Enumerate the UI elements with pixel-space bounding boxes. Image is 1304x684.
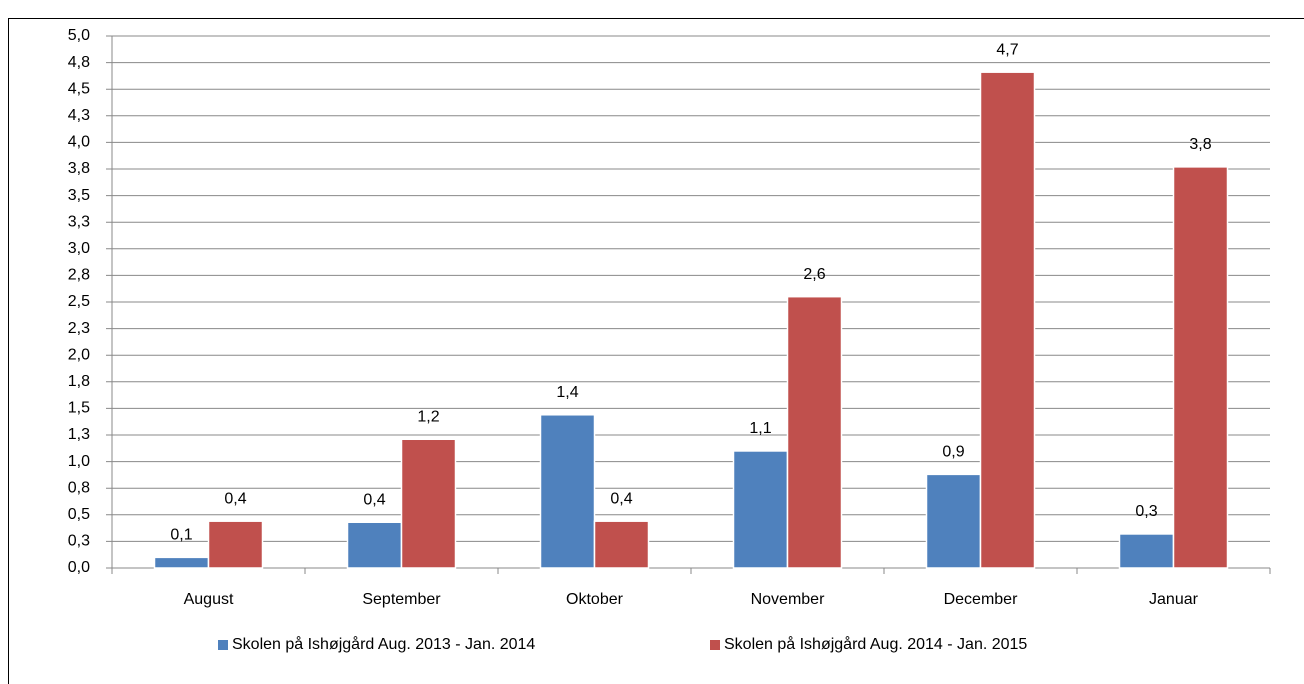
bar: [153, 556, 210, 569]
value-label: 3,8: [1189, 136, 1211, 153]
y-tick-label: 4,5: [68, 80, 90, 97]
value-label: 4,7: [996, 41, 1018, 58]
y-tick-label: 2,5: [68, 293, 90, 310]
value-label: 0,4: [610, 490, 632, 507]
y-tick-label: 1,3: [68, 426, 90, 443]
bar: [207, 520, 264, 569]
legend-swatch: [218, 640, 228, 650]
x-tick-label: August: [184, 591, 234, 608]
x-tick-label: November: [751, 591, 825, 608]
y-tick-label: 2,3: [68, 320, 90, 337]
value-label: 0,4: [224, 490, 246, 507]
y-tick-label: 5,0: [68, 27, 90, 44]
y-tick-label: 2,0: [68, 346, 90, 363]
y-tick-label: 2,8: [68, 267, 90, 284]
y-tick-label: 4,0: [68, 134, 90, 151]
y-tick-label: 0,5: [68, 506, 90, 523]
x-tick-label: September: [362, 591, 441, 608]
legend-label: Skolen på Ishøjgård Aug. 2013 - Jan. 201…: [232, 635, 535, 653]
y-tick-label: 3,8: [68, 160, 90, 177]
y-tick-label: 0,0: [68, 559, 90, 576]
value-label: 1,2: [417, 408, 439, 425]
y-tick-label: 1,0: [68, 453, 90, 470]
bar: [979, 71, 1036, 569]
value-label: 1,1: [749, 420, 771, 437]
bar: [786, 295, 843, 569]
value-label: 1,4: [556, 384, 578, 401]
value-label: 0,9: [942, 444, 964, 461]
bar: [732, 450, 789, 569]
bar: [1118, 533, 1175, 569]
bar: [593, 520, 650, 569]
y-tick-label: 1,8: [68, 373, 90, 390]
y-tick-label: 3,3: [68, 213, 90, 230]
y-tick-label: 4,8: [68, 54, 90, 71]
x-tick-label: Oktober: [566, 591, 624, 608]
y-tick-label: 0,3: [68, 533, 90, 550]
y-tick-label: 4,3: [68, 107, 90, 124]
value-label: 0,4: [363, 491, 385, 508]
x-tick-label: Januar: [1149, 591, 1199, 608]
y-tick-label: 3,5: [68, 187, 90, 204]
y-tick-label: 3,0: [68, 240, 90, 257]
value-label: 0,3: [1135, 503, 1157, 520]
legend-swatch: [710, 640, 720, 650]
bar: [539, 414, 596, 569]
value-label: 2,6: [803, 266, 825, 283]
value-label: 0,1: [170, 527, 192, 544]
bar: [925, 473, 982, 569]
bar: [346, 521, 403, 569]
bar: [400, 438, 457, 569]
chart-border: [8, 18, 1304, 684]
y-tick-label: 1,5: [68, 400, 90, 417]
y-tick-label: 0,8: [68, 479, 90, 496]
x-tick-label: December: [944, 591, 1018, 608]
legend-label: Skolen på Ishøjgård Aug. 2014 - Jan. 201…: [724, 635, 1027, 653]
bar: [1172, 166, 1229, 569]
